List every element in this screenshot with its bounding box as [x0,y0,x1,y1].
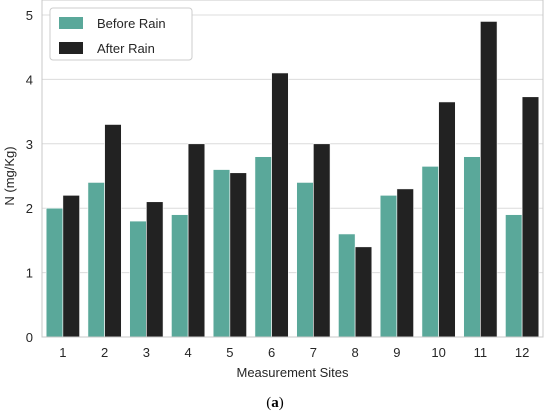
y-tick-label: 3 [26,137,33,152]
bar-after-rain-site-9 [396,188,414,338]
bar-after-rain-site-12 [521,96,540,338]
bar-after-rain-site-6 [271,72,289,338]
bar-before-rain-site-6 [254,156,272,338]
x-tick-label: 6 [268,345,275,360]
x-tick-label: 7 [310,345,317,360]
plot-frame [41,0,544,338]
bar-before-rain-site-12 [505,214,523,338]
y-tick-label: 1 [26,266,33,281]
x-tick-label: 5 [226,345,233,360]
y-tick-label: 0 [26,330,33,345]
x-tick-labels: 1 2 3 4 5 6 7 8 9 10 11 12 [59,345,529,360]
x-tick-label: 2 [101,345,108,360]
x-tick-label: 4 [185,345,192,360]
x-tick-label: 11 [474,345,488,360]
bar-after-rain-site-8 [354,246,373,338]
x-tick-label: 9 [393,345,400,360]
legend-swatch-before-rain [59,17,83,29]
bar-before-rain-site-9 [379,195,398,338]
x-tick-label: 1 [59,345,66,360]
legend: Before Rain After Rain [49,7,193,61]
bar-before-rain-site-10 [421,166,439,338]
bar-before-rain-site-11 [463,156,481,338]
bar-after-rain-site-4 [187,143,206,338]
y-tick-labels: 0 1 2 3 4 5 [26,8,33,345]
bar-after-rain-site-5 [229,172,247,338]
y-tick-label: 2 [26,201,33,216]
y-tick-label: 5 [26,8,33,23]
bar-after-rain-site-1 [62,195,80,338]
x-tick-label: 8 [352,345,359,360]
x-axis-title: Measurement Sites [237,365,349,380]
bar-after-rain-site-10 [438,101,456,338]
x-tick-label: 10 [431,345,445,360]
bar-before-rain-site-2 [87,182,105,338]
bar-before-rain-site-3 [129,220,147,338]
bar-after-rain-site-3 [146,201,164,338]
x-tick-label: 12 [515,345,529,360]
legend-box [49,7,193,61]
bars-group [45,21,540,338]
legend-label-before-rain: Before Rain [97,16,166,31]
bar-after-rain-site-7 [313,143,331,338]
bar-before-rain-site-7 [296,182,314,338]
bar-before-rain-site-8 [338,233,356,338]
figure-caption: (a) [266,395,284,411]
bar-before-rain-site-5 [212,169,231,338]
x-tick-label: 3 [143,345,150,360]
bar-after-rain-site-11 [480,21,498,338]
legend-label-after-rain: After Rain [97,41,155,56]
bar-before-rain-site-1 [45,207,64,338]
bar-before-rain-site-4 [171,214,189,338]
legend-swatch-after-rain [59,42,83,54]
bar-after-rain-site-2 [104,124,122,338]
caption-letter: a [271,395,279,411]
y-axis-title: N (mg/Kg) [2,146,17,205]
y-tick-label: 4 [26,72,33,87]
